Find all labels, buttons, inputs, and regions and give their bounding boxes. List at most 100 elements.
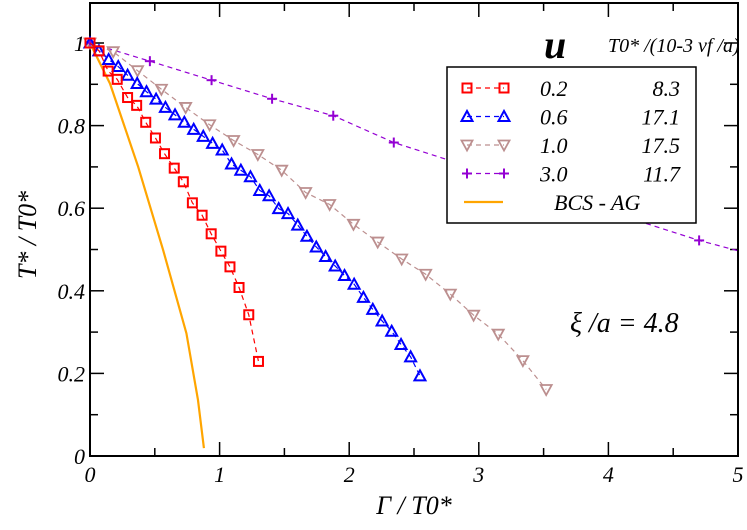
series-3-0 xyxy=(85,38,739,252)
square-marker xyxy=(215,245,227,257)
legend-t0-value: 17.5 xyxy=(642,133,681,158)
y-axis-label-text: T* / T0* xyxy=(13,191,42,279)
triangle-up-marker xyxy=(139,84,154,98)
x-tick-label: 4 xyxy=(603,462,614,487)
triangle-up-marker xyxy=(186,121,201,135)
legend-entry: 0.2 8.3 xyxy=(461,76,681,101)
square-marker xyxy=(149,132,161,144)
triangle-up-marker xyxy=(328,258,343,272)
triangle-up-marker xyxy=(496,108,512,122)
square-marker xyxy=(93,45,105,57)
square-marker xyxy=(233,281,245,293)
legend-u-value: 3.0 xyxy=(539,162,568,187)
triangle-down-marker xyxy=(298,187,313,200)
x-tick-label: 5 xyxy=(733,462,744,487)
triangle-down-marker xyxy=(250,149,265,162)
triangle-down-marker xyxy=(496,139,512,153)
square-marker xyxy=(252,355,264,367)
legend-entry: 0.6 17.1 xyxy=(459,105,681,130)
triangle-down-marker xyxy=(154,83,169,97)
triangle-up-marker xyxy=(412,368,428,382)
square-marker xyxy=(122,92,134,104)
square-marker xyxy=(224,261,236,273)
triangle-up-marker xyxy=(393,336,409,350)
square-marker xyxy=(102,65,114,77)
x-tick-label: 1 xyxy=(214,462,225,487)
triangle-up-marker xyxy=(280,205,296,220)
triangle-up-marker xyxy=(205,135,220,149)
triangle-up-marker xyxy=(346,276,362,290)
legend-header-u: u xyxy=(544,22,566,67)
square-marker xyxy=(84,37,96,49)
legend-label: BCS - AG xyxy=(554,190,640,215)
square-marker xyxy=(140,116,152,128)
triangle-up-marker xyxy=(261,188,277,202)
series-0-2 xyxy=(84,37,264,367)
y-tick-label: 0.6 xyxy=(58,196,86,221)
x-axis-label: Γ / T0* xyxy=(375,491,451,520)
triangle-down-marker xyxy=(370,236,385,250)
series-0-6 xyxy=(82,35,428,382)
triangle-down-marker xyxy=(418,268,433,282)
triangle-down-marker xyxy=(226,135,241,148)
y-tick-label: 0.8 xyxy=(58,114,86,139)
legend-entry: 1.0 17.5 xyxy=(459,133,681,158)
y-axis-label: T* / T0* xyxy=(13,191,42,279)
square-marker xyxy=(168,162,180,174)
triangle-up-marker xyxy=(111,58,126,73)
triangle-down-marker xyxy=(443,288,458,302)
triangle-down-marker xyxy=(394,253,409,267)
legend-header-t0: T0* /(10-3 vf /a) xyxy=(608,35,740,57)
legend-t0-value: 8.3 xyxy=(653,76,681,101)
series-layer xyxy=(82,35,739,449)
triangle-up-marker xyxy=(120,67,135,81)
triangle-down-marker xyxy=(202,119,217,133)
triangle-up-marker xyxy=(403,349,418,363)
triangle-down-marker xyxy=(491,328,506,342)
triangle-up-marker xyxy=(148,91,164,105)
triangle-up-marker xyxy=(196,128,211,142)
x-tick-label: 0 xyxy=(85,462,96,487)
square-marker xyxy=(177,176,189,188)
legend-u-value: 0.6 xyxy=(540,105,568,130)
triangle-up-marker xyxy=(365,301,380,315)
triangle-up-marker xyxy=(337,267,352,282)
y-tick-label: 0.2 xyxy=(58,361,86,386)
triangle-up-marker xyxy=(252,182,267,196)
legend-t0-value: 11.7 xyxy=(643,162,681,187)
triangle-up-marker xyxy=(158,99,173,113)
square-marker xyxy=(205,228,217,240)
x-tick-label: 3 xyxy=(472,462,484,487)
triangle-up-marker xyxy=(459,108,475,122)
triangle-down-marker xyxy=(539,384,554,397)
triangle-down-marker xyxy=(322,199,337,212)
triangle-up-marker xyxy=(101,51,116,66)
triangle-up-marker xyxy=(299,228,315,242)
series-1-0 xyxy=(82,37,554,397)
triangle-down-marker xyxy=(178,102,193,115)
triangle-down-marker xyxy=(346,218,361,232)
axis-ticks: 0 1 2 3 4 5 0 0.2 0.4 0.6 0.8 1 xyxy=(58,3,744,487)
triangle-up-marker xyxy=(233,162,249,176)
square-marker xyxy=(461,82,473,94)
triangle-down-marker xyxy=(130,65,145,79)
triangle-up-marker xyxy=(215,142,230,156)
triangle-up-marker xyxy=(243,169,258,183)
square-marker xyxy=(196,209,208,221)
square-marker xyxy=(498,82,510,94)
triangle-up-marker xyxy=(224,156,239,170)
annotation-xi: ξ /a = 4.8 xyxy=(570,308,679,339)
square-marker xyxy=(243,309,255,321)
triangle-up-marker xyxy=(309,239,324,253)
series-line xyxy=(89,42,260,362)
square-marker xyxy=(131,99,143,111)
y-tick-label: 0.4 xyxy=(58,279,86,304)
square-marker xyxy=(159,148,171,160)
legend-t0-value: 17.1 xyxy=(642,105,681,130)
legend-entry: 3.0 11.7 xyxy=(462,162,681,187)
series-BCS-AG xyxy=(89,42,206,449)
x-tick-label: 2 xyxy=(344,462,355,487)
triangle-up-marker xyxy=(290,217,305,231)
